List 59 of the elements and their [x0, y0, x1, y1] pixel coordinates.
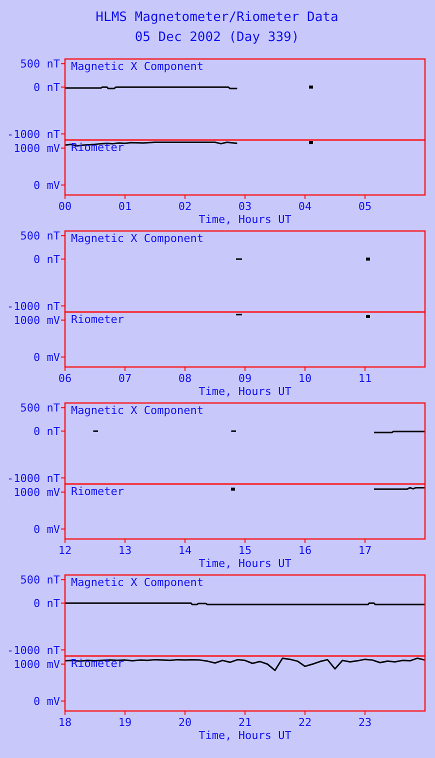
x-tick-label: 13	[118, 544, 132, 557]
x-tick-label: 23	[358, 716, 372, 729]
x-axis-title: Time, Hours UT	[198, 729, 292, 742]
y-tick-label: 0 nT	[34, 424, 60, 438]
y-tick-label: 0 nT	[34, 80, 60, 94]
y-tick-label: 0 mV	[34, 350, 60, 364]
y-tick-label: 1000 mV	[14, 486, 60, 499]
y-tick-label: 1000 mV	[14, 658, 60, 671]
x-tick-label: 07	[118, 372, 132, 385]
y-tick-label: 500 nT	[20, 58, 60, 71]
y-tick-label: -1000 nT	[7, 128, 60, 141]
x-tick-label: 19	[118, 716, 132, 729]
line-series	[64, 657, 426, 672]
x-tick-label: 16	[298, 544, 312, 557]
y-tick-label: -1000 nT	[7, 300, 60, 313]
chart-title: Magnetic X Component	[71, 576, 204, 589]
y-tick-label: 0 mV	[34, 522, 60, 536]
x-tick-label: 01	[118, 200, 132, 213]
y-tick-label: 500 nT	[20, 402, 60, 415]
x-tick-label: 03	[238, 200, 252, 213]
x-axis-title: Time, Hours UT	[198, 385, 292, 398]
text: 05 Dec 2002 (Day 339)	[134, 30, 300, 45]
chart-title: Magnetic X Component	[71, 404, 204, 417]
x-tick-label: 15	[238, 544, 252, 557]
x-tick-label: 12	[58, 544, 72, 557]
text: HLMS Magnetometer/Riometer Data	[96, 10, 338, 25]
x-tick-label: 22	[298, 716, 312, 729]
x-tick-label: 11	[358, 372, 372, 385]
y-tick-label: 500 nT	[20, 574, 60, 587]
chart-title: Magnetic X Component	[71, 232, 204, 245]
x-axis-title: Time, Hours UT	[198, 557, 292, 570]
x-tick-label: 06	[58, 372, 72, 385]
x-axis-title: Time, Hours UT	[198, 213, 292, 226]
x-tick-label: 08	[178, 372, 192, 385]
x-tick-label: 05	[358, 200, 372, 213]
x-tick-label: 17	[358, 544, 372, 557]
x-tick-label: 20	[178, 716, 192, 729]
x-tick-label: 09	[238, 372, 252, 385]
x-tick-label: 10	[298, 372, 312, 385]
y-tick-label: -1000 nT	[7, 472, 60, 485]
y-tick-label: 0 mV	[34, 178, 60, 192]
chart-title: Magnetic X Component	[71, 60, 204, 73]
y-tick-label: -1000 nT	[7, 644, 60, 657]
chart-title: Riometer	[71, 141, 124, 154]
y-tick-label: 0 nT	[34, 252, 60, 266]
x-tick-label: 02	[178, 200, 192, 213]
x-tick-label: 18	[58, 716, 72, 729]
x-tick-label: 14	[178, 544, 192, 557]
y-tick-label: 0 mV	[34, 694, 60, 708]
x-tick-label: 04	[298, 200, 312, 213]
x-tick-label: 21	[238, 716, 252, 729]
x-tick-label: 00	[58, 200, 72, 213]
chart-title: Riometer	[71, 485, 124, 498]
y-tick-label: 1000 mV	[14, 314, 60, 327]
y-tick-label: 500 nT	[20, 230, 60, 243]
y-tick-label: 0 nT	[34, 596, 60, 610]
chart-title: Riometer	[71, 657, 124, 670]
chart-title: Riometer	[71, 313, 124, 326]
y-tick-label: 1000 mV	[14, 142, 60, 155]
